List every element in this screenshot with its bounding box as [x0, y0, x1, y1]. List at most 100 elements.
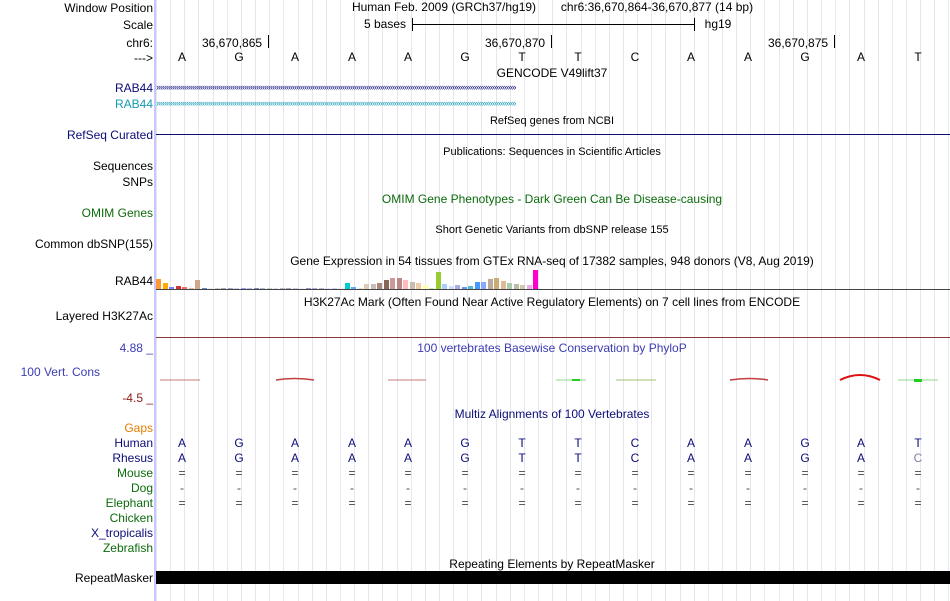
gtex-tissue-bar[interactable]	[162, 283, 168, 289]
species-label[interactable]: Rhesus	[112, 451, 153, 465]
gtex-tissue-bar[interactable]	[383, 280, 389, 289]
gtex-tissue-bar[interactable]	[442, 284, 447, 289]
tick-mark-3	[834, 35, 835, 48]
gtex-tissue-bar[interactable]	[227, 288, 233, 289]
gtex-track-label[interactable]: RAB44	[114, 274, 153, 288]
gencode-gene-feature-1[interactable]: ››››››››››››››››››››››››››››››››››››››››…	[156, 83, 516, 92]
gtex-tissue-bar[interactable]	[325, 288, 330, 289]
gtex-tissue-bar[interactable]	[156, 279, 161, 289]
aligned-base: -	[633, 481, 637, 495]
gtex-tissue-bar[interactable]	[279, 288, 285, 289]
gtex-tissue-bar[interactable]	[520, 285, 525, 289]
gtex-tissue-bar[interactable]	[266, 288, 272, 289]
gtex-tissue-bar[interactable]	[474, 282, 480, 289]
gtex-tissue-bar[interactable]	[214, 288, 220, 289]
gridline	[694, 0, 695, 601]
phylop-track-label[interactable]: 100 Vert. Cons	[20, 365, 100, 379]
gtex-tissue-bar[interactable]	[312, 288, 317, 289]
tick-mark-2	[551, 35, 552, 48]
species-label[interactable]: Chicken	[109, 511, 153, 525]
repeatmasker-element[interactable]	[156, 571, 950, 584]
aligned-base: A	[743, 451, 752, 465]
gtex-tissue-bar[interactable]	[273, 288, 278, 289]
gtex-tissue-bar[interactable]	[364, 284, 369, 289]
gtex-tissue-bar[interactable]	[526, 285, 532, 289]
snps-track-label[interactable]: SNPs	[122, 175, 153, 189]
gtex-tissue-bar[interactable]	[494, 278, 499, 289]
gtex-tissue-bar[interactable]	[513, 284, 519, 289]
gridline	[708, 0, 709, 601]
gtex-tissue-bar[interactable]	[481, 282, 486, 289]
gtex-tissue-bar[interactable]	[500, 281, 506, 289]
gtex-tissue-bar[interactable]	[299, 288, 304, 289]
gtex-tissue-bar[interactable]	[351, 287, 356, 289]
species-label[interactable]: Mouse	[116, 466, 153, 480]
gtex-tissue-bar[interactable]	[234, 288, 239, 289]
gtex-tissue-bar[interactable]	[429, 288, 434, 289]
gtex-tissue-bar[interactable]	[247, 288, 252, 289]
gridline	[510, 0, 511, 601]
gtex-tissue-bar[interactable]	[338, 288, 343, 289]
gtex-tissue-bar[interactable]	[461, 287, 467, 289]
gtex-tissue-bar[interactable]	[260, 288, 265, 289]
gtex-tissue-bar[interactable]	[182, 287, 187, 289]
gtex-tissue-bar[interactable]	[286, 288, 291, 289]
dbsnp-track-title: Short Genetic Variants from dbSNP releas…	[435, 224, 669, 236]
phylop-track-title: 100 vertebrates Basewise Conservation by…	[417, 341, 687, 355]
dbsnp-track-label[interactable]: Common dbSNP(155)	[34, 237, 153, 251]
gridline	[467, 0, 468, 601]
gtex-tissue-bar[interactable]	[435, 272, 441, 289]
species-label[interactable]: Dog	[130, 481, 153, 495]
gtex-tissue-bar[interactable]	[409, 282, 415, 289]
species-label[interactable]: X_tropicalis	[90, 526, 153, 540]
species-label[interactable]: Human	[114, 436, 153, 450]
aligned-base: -	[803, 481, 807, 495]
gtex-tissue-bar[interactable]	[318, 288, 324, 289]
repeatmasker-track-label[interactable]: RepeatMasker	[74, 571, 153, 585]
gtex-tissue-bar[interactable]	[507, 283, 512, 289]
h3k27ac-track-label[interactable]: Layered H3K27Ac	[55, 309, 153, 323]
gtex-tissue-bar[interactable]	[468, 286, 473, 289]
gencode-gene-label-2[interactable]: RAB44	[114, 97, 153, 111]
gtex-tissue-bar[interactable]	[253, 288, 259, 289]
gtex-tissue-bar[interactable]	[169, 287, 174, 289]
gtex-tissue-bar[interactable]	[221, 288, 226, 289]
refseq-gene-line[interactable]	[156, 134, 950, 135]
gtex-tissue-bar[interactable]	[195, 280, 200, 289]
gencode-gene-label-1[interactable]: RAB44	[114, 81, 153, 95]
gtex-tissue-bar[interactable]	[370, 284, 376, 289]
gtex-tissue-bar[interactable]	[448, 286, 454, 289]
gridline	[948, 0, 949, 601]
refseq-track-label[interactable]: RefSeq Curated	[66, 128, 153, 142]
gtex-tissue-bar[interactable]	[240, 288, 246, 289]
omim-track-label[interactable]: OMIM Genes	[81, 206, 153, 220]
gtex-tissue-bar[interactable]	[331, 288, 337, 289]
gtex-tissue-bar[interactable]	[390, 278, 395, 289]
phylop-segment-5	[572, 379, 580, 381]
gaps-label[interactable]: Gaps	[124, 421, 153, 435]
gtex-tissue-bar[interactable]	[416, 283, 421, 289]
gencode-gene-feature-2[interactable]: ››››››››››››››››››››››››››››››››››››››››…	[156, 99, 516, 108]
sequences-track-label[interactable]: Sequences	[92, 159, 153, 173]
gtex-tissue-bar[interactable]	[208, 288, 213, 289]
gtex-tissue-bar[interactable]	[377, 283, 382, 289]
gtex-tissue-bar[interactable]	[344, 283, 350, 289]
gtex-tissue-bar[interactable]	[292, 288, 298, 289]
gtex-tissue-bar[interactable]	[201, 288, 207, 289]
gtex-tissue-bar[interactable]	[487, 279, 493, 289]
aligned-base: G	[460, 451, 470, 465]
gtex-tissue-bar[interactable]	[396, 278, 402, 289]
gtex-tissue-bar[interactable]	[422, 285, 428, 289]
gtex-tissue-bar[interactable]	[188, 288, 194, 289]
species-label[interactable]: Elephant	[105, 496, 153, 510]
gtex-tissue-bar[interactable]	[455, 285, 460, 289]
scale-label: Scale	[122, 18, 153, 32]
gtex-tissue-bar[interactable]	[357, 288, 363, 289]
gtex-tissue-bar[interactable]	[533, 270, 538, 289]
gtex-tissue-bar[interactable]	[175, 286, 181, 289]
gtex-tissue-bar[interactable]	[403, 280, 408, 289]
phylop-min-value: -4.5 _	[122, 391, 153, 405]
gtex-tissue-bar[interactable]	[305, 288, 311, 289]
species-label[interactable]: Zebrafish	[102, 541, 153, 555]
